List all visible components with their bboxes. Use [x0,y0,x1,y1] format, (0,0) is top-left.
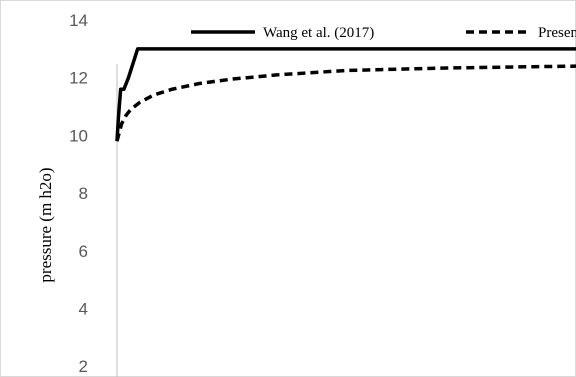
y-tick-labels: 2 4 6 8 10 12 14 [69,11,88,376]
legend-label-1: Wang et al. (2017) [263,25,374,41]
series-line-1 [115,47,576,142]
y-tick-label: 10 [69,126,88,145]
y-axis-title: pressure (m h2o) [36,167,55,282]
y-tick-label: 14 [69,11,88,30]
y-tick-label: 12 [69,69,88,88]
y-tick-label: 6 [79,242,88,261]
series-line-2 [115,64,576,142]
y-tick-label: 4 [79,299,88,318]
series-lines [115,47,576,142]
y-tick-label: 2 [79,357,88,376]
legend: Wang et al. (2017) Present [191,25,576,41]
legend-label-2: Present [538,25,576,41]
y-tick-label: 8 [79,184,88,203]
